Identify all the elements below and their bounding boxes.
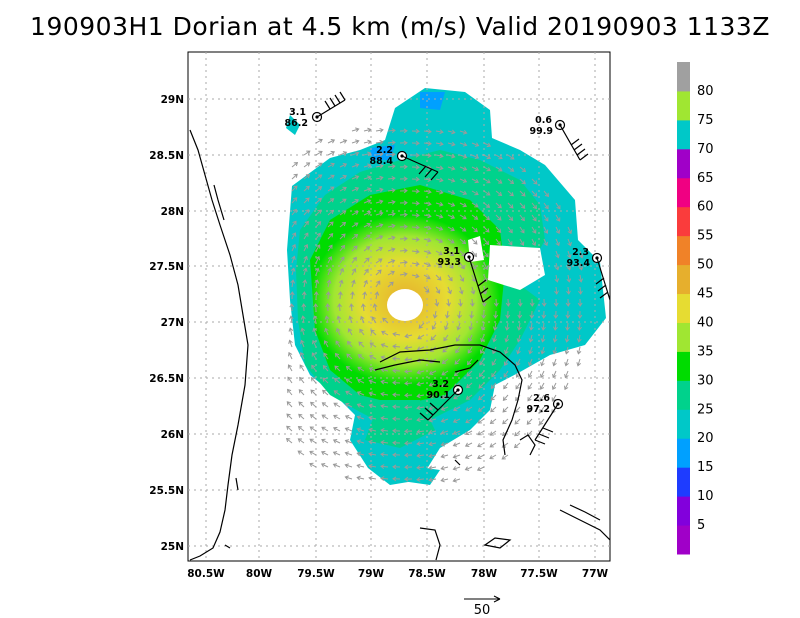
lon-label: 80.5W <box>187 568 225 580</box>
wind-barb-icon <box>534 403 559 445</box>
colorbar-label: 45 <box>697 287 714 302</box>
map-title: 190903H1 Dorian at 4.5 km (m/s) Valid 20… <box>30 12 770 41</box>
wind-barb-icon <box>595 257 611 301</box>
colorbar-swatch <box>677 351 690 381</box>
lat-lon-grid <box>188 52 610 561</box>
station-top-value: 3.2 <box>432 379 449 390</box>
colorbar-label: 30 <box>697 373 714 388</box>
station-bottom-value: 99.9 <box>530 126 553 137</box>
colorbar-label: 20 <box>697 431 714 446</box>
station-obs: 2.3 93.4 <box>567 247 611 301</box>
latitude-labels: 29N 28.5N 28N 27.5N 27N 26.5N 26N 25.5N … <box>149 94 184 553</box>
lat-label: 29N <box>161 94 184 106</box>
colorbar-swatch <box>677 119 690 150</box>
colorbar-swatch <box>677 206 690 237</box>
colorbar-swatch <box>677 467 690 497</box>
station-top-value: 0.6 <box>535 115 552 126</box>
station-bottom-value: 90.1 <box>427 390 450 401</box>
wind-barb-icon <box>468 256 492 303</box>
station-top-value: 2.3 <box>572 247 589 258</box>
wind-barb-icon <box>559 124 589 161</box>
stations: 3.1 86.2 2.2 88.4 0.6 99.9 3.1 93.3 <box>285 91 611 445</box>
wind-barb-icon <box>419 389 459 421</box>
lat-label: 28.5N <box>149 150 184 162</box>
colorbar-swatch <box>677 438 690 468</box>
colorbar-swatch <box>677 380 690 410</box>
colorbar-swatch <box>677 177 690 208</box>
lon-label: 79.5W <box>297 568 335 580</box>
lat-label: 25N <box>161 541 184 553</box>
station-obs: 3.2 90.1 <box>419 379 464 421</box>
station-top-value: 2.6 <box>533 393 550 404</box>
lon-label: 80W <box>246 568 273 580</box>
coastlines <box>189 129 610 561</box>
wind-barb-icon <box>316 91 346 118</box>
station-bottom-value: 88.4 <box>370 156 394 167</box>
colorbar-swatch <box>677 525 690 555</box>
reference-vector-label: 50 <box>474 603 491 618</box>
colorbar-swatch <box>677 148 690 179</box>
station-obs: 0.6 99.9 <box>530 115 589 161</box>
station-obs: 2.2 88.4 <box>370 145 439 181</box>
station-obs: 2.6 97.2 <box>527 393 564 445</box>
reference-vector: 50 <box>464 595 501 618</box>
colorbar: 5 10 15 20 25 30 35 40 45 50 55 60 65 70 75 80 <box>677 62 714 555</box>
lon-label: 79W <box>358 568 385 580</box>
wind-barb-icon <box>401 155 439 181</box>
colorbar-swatch <box>677 496 690 526</box>
colorbar-label: 60 <box>697 200 714 215</box>
station-obs: 3.1 86.2 <box>285 91 346 129</box>
lat-label: 27N <box>161 317 184 329</box>
station-top-value: 2.2 <box>376 145 393 156</box>
colorbar-label: 65 <box>697 171 714 186</box>
station-bottom-value: 93.4 <box>567 258 591 269</box>
colorbar-swatch <box>677 264 690 295</box>
colorbar-label: 5 <box>697 518 705 533</box>
colorbar-label: 35 <box>697 344 714 359</box>
colorbar-label: 55 <box>697 229 714 244</box>
colorbar-swatch <box>677 235 690 266</box>
colorbar-swatch <box>677 322 690 352</box>
colorbar-swatch <box>677 409 690 439</box>
colorbar-label: 10 <box>697 489 714 504</box>
colorbar-swatch <box>677 62 690 92</box>
station-obs: 3.1 93.3 <box>438 246 492 303</box>
colorbar-swatch <box>677 90 690 121</box>
colorbar-label: 15 <box>697 460 714 475</box>
lat-label: 26N <box>161 429 184 441</box>
lat-label: 25.5N <box>149 485 184 497</box>
lat-label: 27.5N <box>149 261 184 273</box>
lon-label: 77.5W <box>520 568 558 580</box>
longitude-labels: 80.5W 80W 79.5W 79W 78.5W 78W 77.5W 77W <box>187 568 608 580</box>
lon-label: 77W <box>582 568 609 580</box>
wind-vectors <box>285 127 584 483</box>
station-bottom-value: 93.3 <box>438 257 461 268</box>
lon-label: 78.5W <box>408 568 446 580</box>
station-bottom-value: 97.2 <box>527 404 550 415</box>
colorbar-label: 70 <box>697 142 714 157</box>
station-top-value: 3.1 <box>443 246 460 257</box>
lon-label: 78W <box>471 568 498 580</box>
station-bottom-value: 86.2 <box>285 118 308 129</box>
station-top-value: 3.1 <box>289 107 306 118</box>
lat-label: 26.5N <box>149 373 184 385</box>
colorbar-label: 25 <box>697 402 714 417</box>
colorbar-swatch <box>677 293 690 323</box>
reference-arrow-icon <box>464 595 501 603</box>
wind-vector-arrows <box>285 127 584 483</box>
colorbar-label: 80 <box>697 84 714 99</box>
colorbar-label: 75 <box>697 113 714 128</box>
colorbar-label: 50 <box>697 258 714 273</box>
colorbar-label: 40 <box>697 315 714 330</box>
lat-label: 28N <box>161 206 184 218</box>
